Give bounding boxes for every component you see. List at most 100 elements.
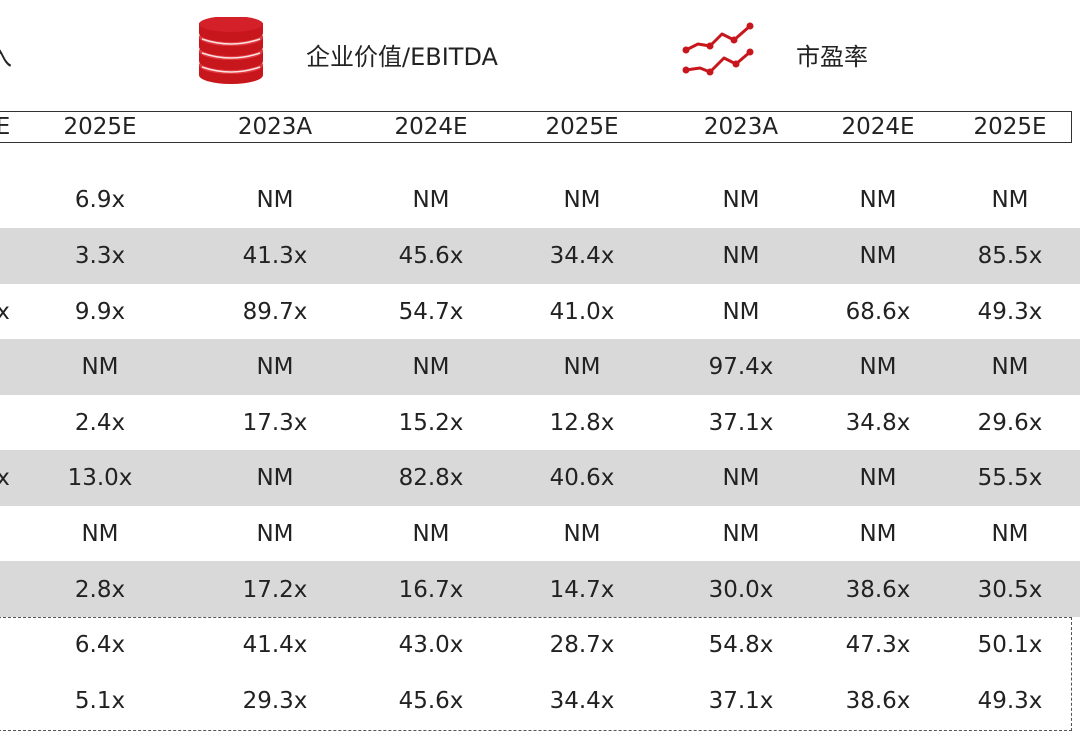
table-cell: 41.3x: [242, 243, 308, 269]
table-cell: NM: [991, 187, 1029, 213]
column-header: 2025E: [545, 114, 619, 140]
table-cell: NM: [722, 465, 760, 491]
table-cell: NM: [722, 299, 760, 325]
table-cell: NM: [256, 354, 294, 380]
table-row: x 13.0x NM 82.8x 40.6x NM NM 55.5x: [0, 462, 1080, 494]
table-cell: 82.8x: [398, 465, 464, 491]
table-cell: NM: [412, 521, 450, 547]
ev-ebitda-label: 企业价值/EBITDA: [306, 42, 498, 71]
table-cell: x: [0, 465, 10, 491]
table-cell: NM: [563, 521, 601, 547]
table-row: 2.8x 17.2x 16.7x 14.7x 30.0x 38.6x 30.5x: [0, 574, 1080, 606]
table-cell: 30.5x: [977, 577, 1043, 603]
table-row: x 9.9x 89.7x 54.7x 41.0x NM 68.6x 49.3x: [0, 296, 1080, 328]
revenue-group-label: 入: [0, 37, 12, 72]
table-row: NM NM NM NM NM NM NM: [0, 518, 1080, 550]
table-cell: 97.4x: [708, 354, 774, 380]
table-cell: 29.6x: [977, 410, 1043, 436]
table-cell: 38.6x: [845, 688, 911, 714]
table-cell: NM: [412, 187, 450, 213]
table-cell: NM: [563, 354, 601, 380]
table-cell: 9.9x: [74, 299, 126, 325]
table-cell: x: [0, 299, 10, 325]
table-cell: 12.8x: [549, 410, 615, 436]
table-cell: NM: [81, 521, 119, 547]
table-cell: 40.6x: [549, 465, 615, 491]
summary-box: [0, 617, 1072, 731]
table-cell: 13.0x: [67, 465, 133, 491]
table-cell: NM: [722, 521, 760, 547]
column-header: 2025E: [63, 114, 137, 140]
table-row: 6.9x NM NM NM NM NM NM: [0, 184, 1080, 216]
column-header: E: [0, 114, 11, 140]
summary-row: 6.4x 41.4x 43.0x 28.7x 54.8x 47.3x 50.1x: [0, 629, 1080, 661]
table-cell: 14.7x: [549, 577, 615, 603]
table-cell: 54.8x: [708, 632, 774, 658]
table-cell: 43.0x: [398, 632, 464, 658]
column-header: 2023A: [237, 114, 313, 140]
table-cell: 2.8x: [74, 577, 126, 603]
table-cell: 85.5x: [977, 243, 1043, 269]
table-cell: 41.0x: [549, 299, 615, 325]
table-cell: NM: [991, 354, 1029, 380]
table-cell: 68.6x: [845, 299, 911, 325]
row-stripe: [0, 450, 1080, 506]
table-cell: 17.2x: [242, 577, 308, 603]
table-cell: 41.4x: [242, 632, 308, 658]
column-header: 2023A: [703, 114, 779, 140]
table-cell: 50.1x: [977, 632, 1043, 658]
table-cell: 29.3x: [242, 688, 308, 714]
row-stripe: [0, 561, 1080, 617]
table-cell: NM: [859, 354, 897, 380]
column-header: 2024E: [394, 114, 468, 140]
coin-stack-icon: [196, 16, 266, 91]
table-cell: NM: [859, 465, 897, 491]
table-cell: 34.4x: [549, 243, 615, 269]
table-cell: 17.3x: [242, 410, 308, 436]
table-row: 3.3x 41.3x 45.6x 34.4x NM NM 85.5x: [0, 240, 1080, 272]
table-cell: 15.2x: [398, 410, 464, 436]
table-cell: NM: [722, 243, 760, 269]
summary-row: 5.1x 29.3x 45.6x 34.4x 37.1x 38.6x 49.3x: [0, 685, 1080, 717]
table-cell: 2.4x: [74, 410, 126, 436]
revenue-group-header: 入: [0, 16, 12, 92]
column-header-box: [0, 111, 1072, 143]
table-cell: 16.7x: [398, 577, 464, 603]
table-row: 2.4x 17.3x 15.2x 12.8x 37.1x 34.8x 29.6x: [0, 407, 1080, 439]
table-cell: 3.3x: [74, 243, 126, 269]
table-cell: NM: [412, 354, 450, 380]
table-cell: 6.9x: [74, 187, 126, 213]
table-cell: 38.6x: [845, 577, 911, 603]
column-header: 2025E: [973, 114, 1047, 140]
table-cell: 34.4x: [549, 688, 615, 714]
ev-ebitda-group-header: 企业价值/EBITDA: [196, 16, 498, 92]
pe-label: 市盈率: [796, 42, 868, 71]
table-cell: 45.6x: [398, 243, 464, 269]
table-cell: 55.5x: [977, 465, 1043, 491]
table-cell: NM: [256, 521, 294, 547]
table-cell: NM: [859, 243, 897, 269]
column-header: 2024E: [841, 114, 915, 140]
pe-group-header: 市盈率: [680, 16, 868, 92]
table-cell: NM: [256, 465, 294, 491]
table-cell: 47.3x: [845, 632, 911, 658]
table-cell: NM: [991, 521, 1029, 547]
table-cell: 49.3x: [977, 299, 1043, 325]
table-cell: 37.1x: [708, 410, 774, 436]
table-cell: 34.8x: [845, 410, 911, 436]
table-cell: NM: [256, 187, 294, 213]
table-cell: 89.7x: [242, 299, 308, 325]
trend-line-icon: [680, 20, 758, 88]
table-cell: 54.7x: [398, 299, 464, 325]
table-cell: 28.7x: [549, 632, 615, 658]
table-cell: NM: [859, 521, 897, 547]
table-cell: NM: [81, 354, 119, 380]
table-cell: NM: [563, 187, 601, 213]
table-cell: 5.1x: [74, 688, 126, 714]
table-cell: NM: [859, 187, 897, 213]
table-row: NM NM NM NM 97.4x NM NM: [0, 351, 1080, 383]
table-cell: 49.3x: [977, 688, 1043, 714]
table-cell: NM: [722, 187, 760, 213]
row-stripe: [0, 339, 1080, 395]
table-cell: 6.4x: [74, 632, 126, 658]
